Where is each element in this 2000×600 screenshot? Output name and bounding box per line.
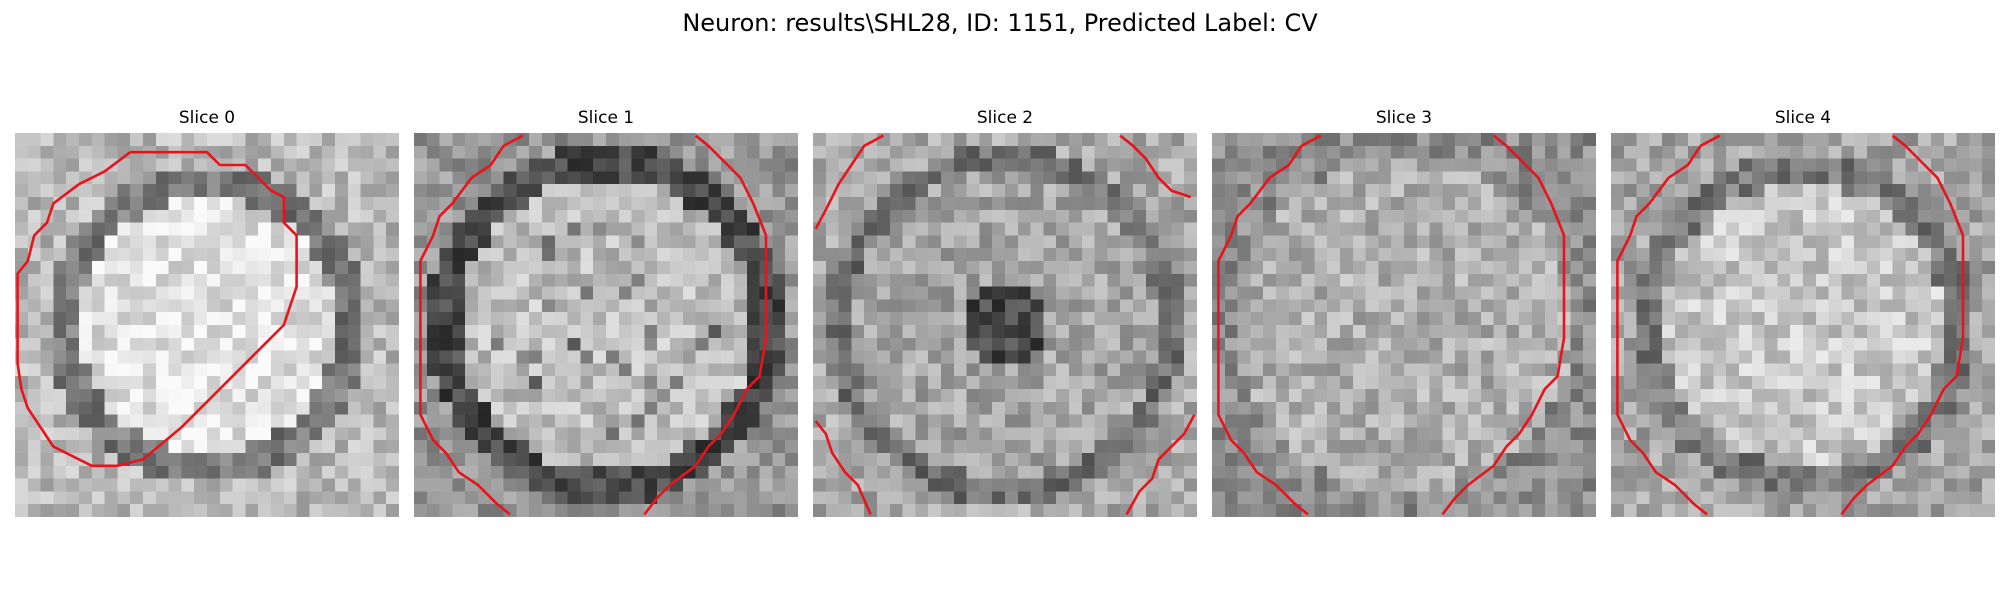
slice-panel-4: Slice 4 (1611, 108, 1995, 517)
slice-image (1611, 133, 1995, 517)
contour-line (1217, 134, 1322, 516)
slice-title: Slice 1 (577, 108, 635, 128)
contour-line (1119, 134, 1192, 199)
slice-image (414, 133, 798, 517)
grayscale-slice-image (1212, 133, 1596, 517)
grayscale-slice-image (1611, 133, 1995, 517)
pixel-grid (813, 133, 1197, 517)
grayscale-slice-image (813, 133, 1197, 517)
contour-line (1441, 134, 1566, 516)
pixel-grid (1212, 133, 1596, 517)
grayscale-slice-image (414, 133, 798, 517)
contour-line (643, 134, 768, 516)
slice-image (813, 133, 1197, 517)
contour-line (1125, 413, 1196, 516)
grayscale-slice-image (15, 133, 399, 517)
slice-title: Slice 2 (976, 108, 1034, 128)
contour-line (1616, 134, 1721, 516)
slice-panel-3: Slice 3 (1212, 108, 1596, 517)
pixel-grid (1611, 133, 1995, 517)
slice-panel-1: Slice 1 (414, 108, 798, 517)
slice-image (15, 133, 399, 517)
slice-image (1212, 133, 1596, 517)
contour-line (814, 420, 872, 515)
pixel-grid (414, 133, 798, 517)
slice-title: Slice 0 (178, 108, 236, 128)
contour-line (814, 134, 885, 230)
slice-panel-0: Slice 0 (15, 108, 399, 517)
slice-title: Slice 4 (1774, 108, 1832, 128)
contour-line (419, 134, 524, 516)
contour-line (16, 150, 298, 468)
slice-panel-2: Slice 2 (813, 108, 1197, 517)
slice-title: Slice 3 (1375, 108, 1433, 128)
contour-line (1840, 134, 1965, 516)
pixel-grid (15, 133, 399, 517)
figure-title: Neuron: results\SHL28, ID: 1151, Predict… (682, 9, 1318, 37)
